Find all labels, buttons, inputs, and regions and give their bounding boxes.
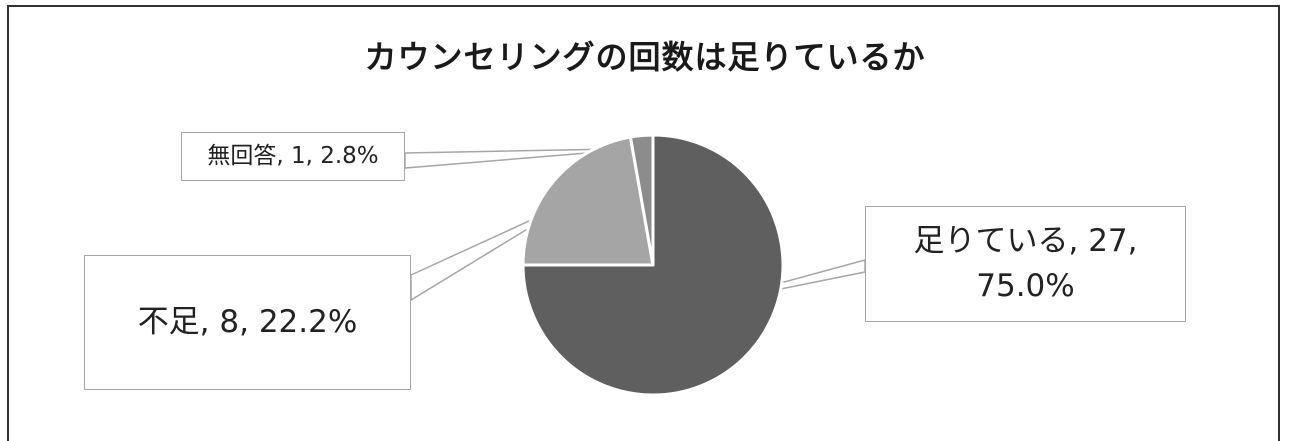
- chart-title: カウンセリングの回数は足りているか: [364, 38, 926, 76]
- data-label-enough-text: 足りている, 27, 75.0%: [913, 223, 1138, 304]
- leader-line-no-answer: [404, 147, 643, 169]
- data-label-short-text: 不足, 8, 22.2%: [137, 304, 358, 341]
- data-label-no-answer: 無回答, 1, 2.8%: [181, 132, 405, 181]
- data-label-short: 不足, 8, 22.2%: [84, 255, 411, 390]
- pie-slice-short: [521, 135, 655, 267]
- data-label-enough: 足りている, 27, 75.0%: [865, 206, 1186, 322]
- data-label-no-answer-text: 無回答, 1, 2.8%: [207, 142, 379, 169]
- pie-slice-no-answer: [628, 133, 655, 267]
- pie-slice-enough: [521, 133, 785, 397]
